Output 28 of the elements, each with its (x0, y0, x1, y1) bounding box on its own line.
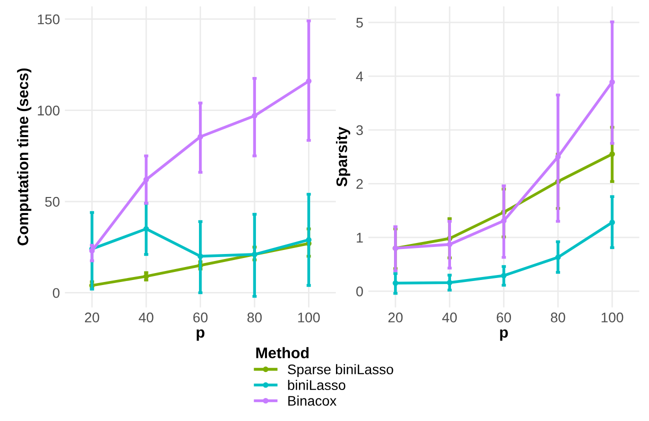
y-tick-label: 5 (356, 18, 363, 28)
x-axis-title: p (500, 329, 508, 341)
y-tick-label: 3 (356, 125, 363, 136)
x-tick-label: 40 (138, 312, 154, 322)
y-tick-label: 0 (356, 286, 363, 296)
x-tick-label: 100 (298, 312, 320, 322)
y-tick-label: 150 (38, 14, 60, 24)
y-tick-label: 2 (356, 179, 363, 189)
legend-label: Binacox (288, 396, 336, 406)
y-tick-label: 50 (45, 196, 60, 207)
legend-label: Sparse biniLasso (288, 364, 394, 378)
x-axis-title: p (196, 329, 204, 341)
y-tick-label: 1 (356, 232, 363, 242)
y-tick-label: 0 (52, 288, 60, 298)
y-tick-label: 4 (356, 72, 364, 82)
x-tick-label: 100 (602, 312, 624, 322)
x-tick-label: 60 (496, 312, 511, 322)
x-tick-label: 20 (388, 312, 403, 322)
x-tick-label: 80 (247, 312, 262, 322)
legend-title: Method (256, 347, 309, 358)
x-tick-label: 20 (84, 312, 100, 322)
x-tick-label: 80 (550, 312, 566, 322)
y-tick-label: 100 (38, 106, 60, 116)
x-tick-label: 40 (442, 312, 457, 322)
legend-label: biniLasso (288, 380, 346, 390)
x-tick-label: 60 (193, 312, 208, 322)
y-axis-title: Computation time (secs) (17, 68, 32, 246)
y-axis-title: Sparsity (336, 126, 350, 187)
